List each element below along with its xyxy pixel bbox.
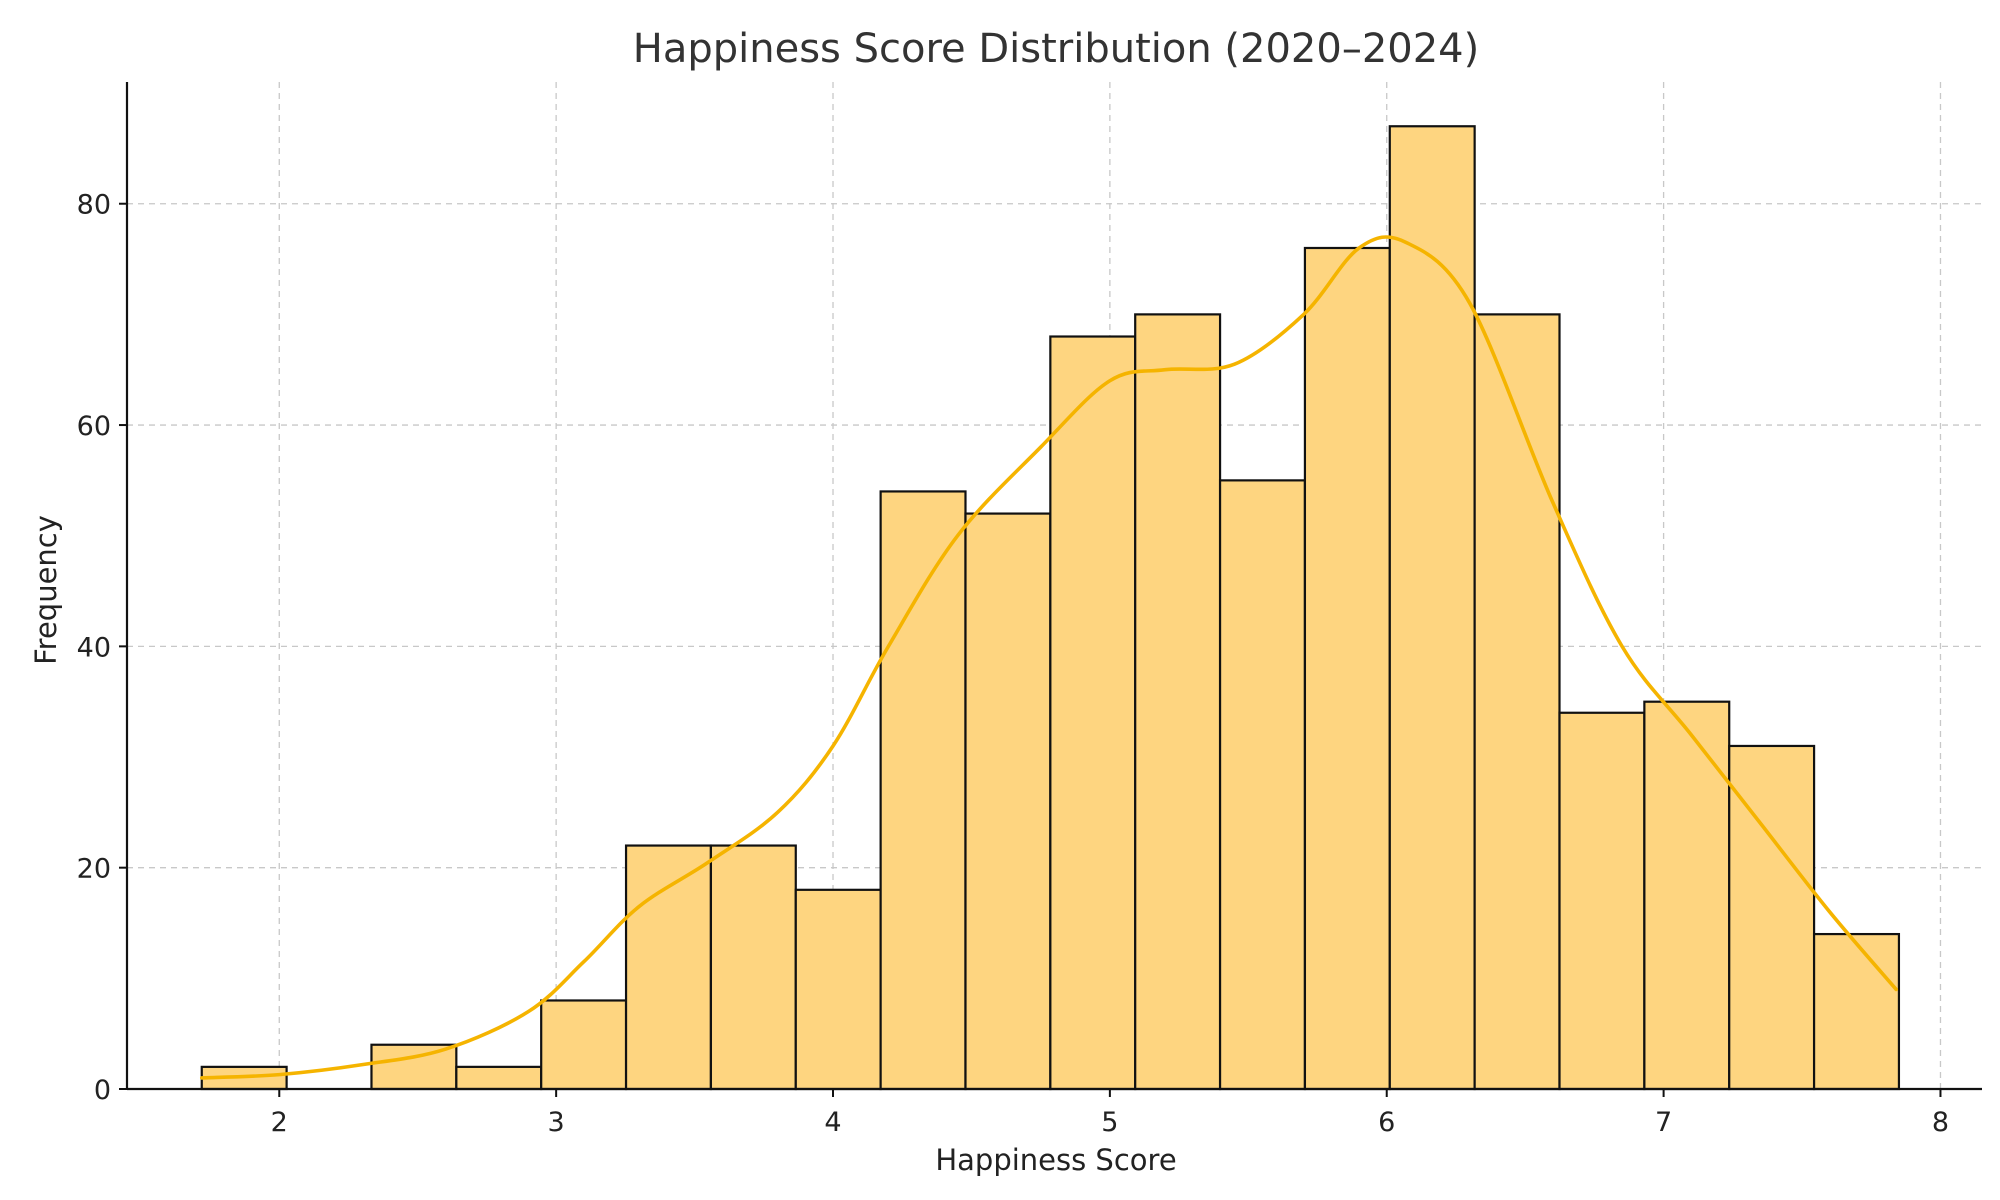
x-tick-label: 6: [1378, 1107, 1395, 1138]
x-tick-label: 3: [548, 1107, 565, 1138]
histogram-bar: [1134, 313, 1222, 1091]
histogram-bar: [455, 1065, 543, 1091]
histogram-bar: [624, 844, 713, 1091]
histogram-bar: [370, 1043, 458, 1091]
chart-title: Happiness Score Distribution (2020–2024): [633, 26, 1479, 72]
x-tick-label: 8: [1932, 1107, 1949, 1138]
axes-layer: [125, 82, 1982, 1091]
kde-layer: [199, 235, 1898, 1080]
histogram-bar: [1812, 932, 1901, 1091]
bars-layer: [200, 125, 1901, 1091]
histogram-bar: [964, 512, 1052, 1091]
histogram-bar: [709, 844, 797, 1091]
x-tick-label: 7: [1655, 1107, 1672, 1138]
histogram-bar: [540, 999, 628, 1091]
y-axis-label: Frequency: [29, 515, 63, 665]
y-tick-label: 0: [94, 1075, 111, 1106]
x-tick-label: 2: [271, 1107, 288, 1138]
histogram-bar: [1473, 313, 1561, 1091]
histogram-bar: [794, 888, 882, 1091]
y-tick-label: 80: [77, 190, 111, 221]
histogram-bar: [1643, 700, 1731, 1091]
x-tick-label: 4: [824, 1107, 841, 1138]
x-tick-label: 5: [1101, 1107, 1118, 1138]
x-axis-label: Happiness Score: [935, 1143, 1176, 1177]
histogram-bar: [1728, 744, 1816, 1091]
y-tick-label: 60: [77, 411, 111, 442]
histogram-bar: [879, 490, 967, 1091]
y-tick-label: 40: [77, 632, 111, 663]
histogram-bar: [1303, 246, 1391, 1091]
histogram-bar: [1388, 125, 1476, 1091]
histogram-bar: [1218, 479, 1307, 1091]
histogram-bar: [1558, 711, 1646, 1091]
kde-curve: [199, 235, 1898, 1080]
y-tick-label: 20: [77, 854, 111, 885]
histogram-bar: [1049, 335, 1137, 1091]
